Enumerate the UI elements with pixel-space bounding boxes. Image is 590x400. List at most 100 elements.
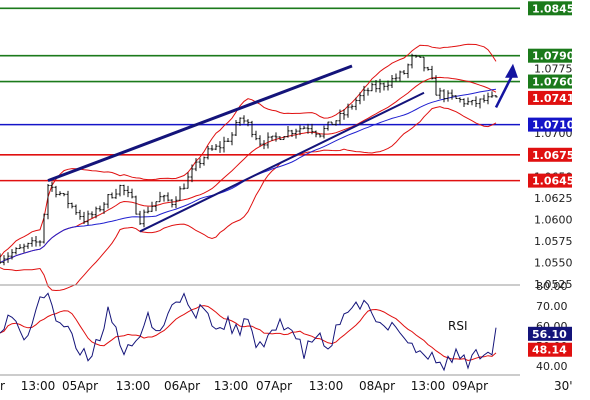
candle-43 bbox=[170, 199, 174, 208]
level-0-tag bbox=[528, 1, 572, 16]
candle-30 bbox=[118, 184, 122, 197]
price-tick-label-12: 1.0575 bbox=[534, 235, 573, 248]
candle-12 bbox=[46, 184, 50, 220]
candle-86 bbox=[342, 109, 346, 120]
candle-6 bbox=[22, 243, 26, 253]
candle-10 bbox=[38, 240, 42, 247]
rsi-tick-label-4: 40.00 bbox=[536, 360, 568, 373]
candle-114 bbox=[454, 95, 458, 100]
candle-1 bbox=[2, 255, 6, 266]
candle-92 bbox=[366, 87, 370, 96]
x-tick-label-5: 07Apr bbox=[256, 379, 292, 393]
candle-67 bbox=[266, 132, 270, 149]
candle-7 bbox=[26, 242, 30, 249]
x-tick-label-3: 06Apr bbox=[164, 379, 200, 393]
rsi-value-0-label: 56.10 bbox=[532, 328, 567, 341]
candle-45 bbox=[178, 186, 182, 201]
candle-77 bbox=[306, 123, 310, 134]
current-price-tag bbox=[528, 90, 572, 105]
candle-26 bbox=[102, 202, 106, 214]
candle-71 bbox=[282, 136, 286, 141]
candle-105 bbox=[418, 55, 422, 58]
candle-99 bbox=[394, 73, 398, 82]
timeframe-label: 30' bbox=[554, 379, 573, 393]
candle-87 bbox=[346, 103, 350, 118]
candle-106 bbox=[422, 56, 426, 72]
candle-28 bbox=[110, 192, 114, 199]
x-tick-label-1: 05Apr bbox=[62, 379, 98, 393]
x-tick-label-left-edge: r bbox=[0, 379, 5, 393]
level-1-tag bbox=[528, 48, 572, 63]
candle-81 bbox=[322, 125, 326, 139]
candle-115 bbox=[458, 97, 462, 103]
level-2-tag bbox=[528, 74, 572, 89]
level-4-tag bbox=[528, 147, 572, 162]
candle-21 bbox=[82, 211, 86, 225]
candle-112 bbox=[446, 90, 450, 102]
candle-24 bbox=[94, 206, 98, 219]
candle-91 bbox=[362, 85, 366, 101]
level-5-label: 1.0645 bbox=[532, 175, 574, 188]
candle-117 bbox=[466, 97, 470, 106]
moving-average-line bbox=[0, 76, 497, 263]
candle-17 bbox=[66, 190, 70, 209]
candle-83 bbox=[330, 121, 334, 125]
candle-74 bbox=[294, 128, 298, 139]
candle-11 bbox=[42, 213, 46, 244]
candle-65 bbox=[258, 135, 262, 147]
candle-109 bbox=[434, 75, 438, 96]
candle-124 bbox=[494, 95, 498, 98]
candle-75 bbox=[298, 125, 302, 136]
candle-90 bbox=[358, 92, 362, 105]
candle-25 bbox=[98, 205, 102, 212]
level-4-label: 1.0675 bbox=[532, 149, 574, 162]
x-tick-label-2: 13:00 bbox=[116, 379, 151, 393]
rsi-legend-label: RSI bbox=[448, 319, 468, 333]
candle-103 bbox=[410, 53, 414, 69]
candle-96 bbox=[382, 82, 386, 91]
candle-97 bbox=[386, 80, 390, 91]
candle-22 bbox=[86, 210, 90, 225]
level-5-tag bbox=[528, 173, 572, 188]
candle-76 bbox=[302, 125, 306, 130]
candle-32 bbox=[126, 185, 130, 198]
candle-72 bbox=[286, 126, 290, 138]
candle-47 bbox=[186, 172, 190, 189]
candle-8 bbox=[30, 237, 34, 247]
x-axis: 13:00 05Apr 13:00 06Apr 13:00 07Apr 13:00 08Apr… bbox=[0, 374, 573, 393]
price-panel: 1.07751.07001.06501.06251.06001.05751.05… bbox=[0, 1, 575, 292]
candle-120 bbox=[478, 98, 482, 109]
candle-50 bbox=[198, 158, 202, 169]
candle-34 bbox=[134, 195, 138, 215]
candle-107 bbox=[426, 66, 430, 71]
candle-36 bbox=[142, 209, 146, 228]
rsi-value-1-label: 48.14 bbox=[532, 344, 567, 357]
candle-111 bbox=[442, 89, 446, 103]
candle-56 bbox=[222, 136, 226, 153]
candle-20 bbox=[78, 209, 82, 220]
candle-116 bbox=[462, 98, 466, 107]
candle-15 bbox=[58, 191, 62, 196]
candle-104 bbox=[414, 54, 418, 58]
bollinger-upper-line bbox=[0, 43, 497, 258]
bollinger-lower-line bbox=[0, 106, 497, 292]
candle-59 bbox=[234, 120, 238, 136]
candle-88 bbox=[350, 104, 354, 110]
candle-98 bbox=[390, 74, 394, 89]
candle-33 bbox=[130, 188, 134, 199]
candle-68 bbox=[270, 135, 274, 142]
candle-110 bbox=[438, 87, 442, 100]
candle-119 bbox=[474, 96, 478, 108]
candle-66 bbox=[262, 140, 266, 150]
candle-113 bbox=[450, 89, 454, 100]
candle-19 bbox=[74, 204, 78, 215]
candle-5 bbox=[18, 244, 22, 250]
price-tick-label-14: 1.0525 bbox=[534, 278, 573, 291]
rsi-line bbox=[0, 292, 497, 372]
candle-89 bbox=[354, 97, 358, 111]
candle-100 bbox=[398, 70, 402, 82]
current-price-label: 1.0741 bbox=[532, 92, 574, 105]
candle-64 bbox=[254, 130, 258, 141]
candle-0 bbox=[0, 253, 2, 264]
candle-16 bbox=[62, 192, 66, 197]
